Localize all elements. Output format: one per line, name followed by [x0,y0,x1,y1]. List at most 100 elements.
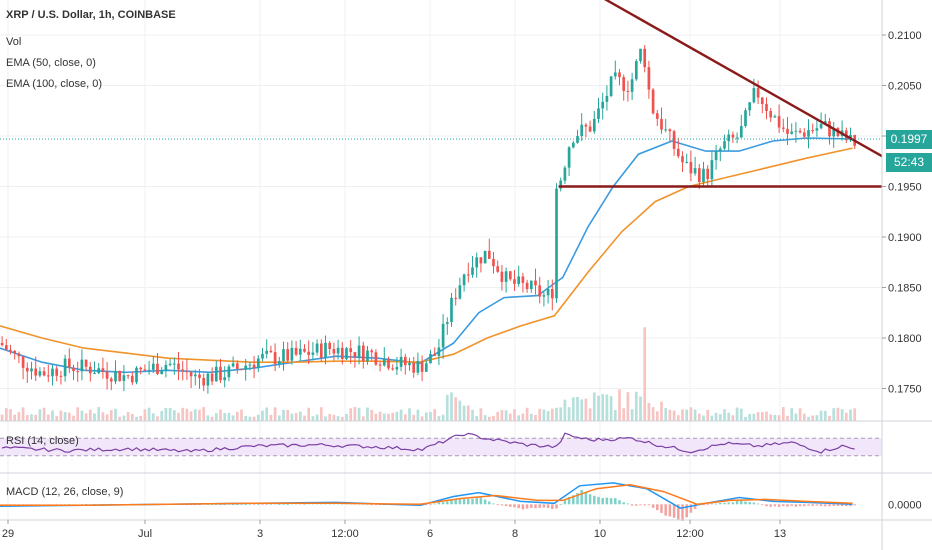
macd-histogram-bar [643,504,646,506]
macd-histogram-bar [824,504,827,507]
macd-histogram-bar [756,503,760,505]
volume-bar [244,415,248,421]
macd-histogram-bar [500,504,504,506]
macd-histogram-bar [735,501,739,505]
volume-bar [660,401,663,421]
candle-body [727,134,731,142]
volume-bar [844,412,848,421]
candle-body [143,369,147,371]
volume-bar [525,407,529,421]
candle-body [160,370,164,375]
macd-histogram-bar [521,504,525,510]
candle-body [59,375,63,377]
time-tick-label: 6 [427,528,433,540]
volume-bar [496,412,500,421]
macd-histogram-bar [458,499,462,505]
volume-bar [487,416,491,421]
ema100-line [0,147,853,364]
macd-histogram-bar [752,502,756,505]
rsi-layer [0,432,882,457]
macd-histogram-bar [723,502,726,505]
candle-body [802,132,806,137]
macd-histogram-bar [840,504,844,507]
macd-histogram-bar [710,503,714,505]
volume-bar [408,408,411,421]
candle-body [25,367,29,372]
macd-signal-line [0,484,853,507]
candle-body [256,358,260,368]
candle-body [240,368,243,370]
macd-histogram-bar [836,504,840,506]
candle-body [13,350,17,354]
candle-body [471,267,474,275]
macd-histogram-bar [504,504,508,507]
volume-bar [17,412,21,421]
volume-bar [298,411,302,421]
volume-bar [584,398,588,421]
volume-bar [76,407,80,421]
macd-histogram-bar [681,504,684,521]
volume-bar [374,413,378,421]
candle-body [496,266,500,272]
macd-histogram-bar [748,502,751,505]
macd-histogram-bar [656,504,659,511]
volume-bar [172,410,176,421]
candle-body [534,280,537,286]
macd-histogram-bar [542,504,546,508]
volume-bar [647,402,651,421]
volume-bar [72,415,75,421]
volume-bar [790,408,794,421]
volume-bar [739,408,743,421]
candle-body [277,361,281,364]
rsi-legend: RSI (14, close) [6,435,79,447]
time-tick-label: 12:00 [676,528,704,540]
volume-bar [88,409,92,421]
candle-body [668,129,672,132]
macd-histogram-bar [761,504,764,506]
volume-bar [823,410,827,421]
volume-bar [655,411,659,421]
candle-body [185,370,189,373]
macd-histogram-bar [668,504,672,517]
volume-bar [836,407,840,421]
macd-histogram-bar [685,504,688,518]
price-tick-label: 0.2100 [888,30,922,42]
volume-bar [580,399,584,421]
candle-body [378,364,382,366]
candle-body [542,295,546,297]
volume-bar [714,412,718,421]
ema100-legend: EMA (100, close, 0) [6,78,102,90]
volume-bar [93,413,96,421]
candle-body [206,373,210,386]
volume-layer [0,327,857,421]
candle-body [286,349,290,361]
candle-body [639,48,642,62]
macd-histogram-bar [626,503,630,505]
candle-body [172,363,176,365]
volume-bar [286,409,290,421]
volume-bar [46,414,50,421]
volume-bar [235,411,239,421]
candle-body [563,167,567,181]
volume-bar [815,415,819,421]
volume-bar [345,413,348,421]
macd-histogram-bar [588,494,592,505]
candle-body [765,104,768,112]
candle-body [697,168,701,183]
volume-bar [450,392,453,421]
macd-histogram-bar [731,502,735,505]
macd-histogram-bar [605,497,609,505]
volume-bar [693,409,697,421]
volume-bar [349,408,353,421]
candle-body [492,258,495,267]
candle-body [559,180,563,189]
volume-bar [315,414,319,421]
candle-body [664,129,668,131]
candle-body [126,375,130,377]
volume-bar [681,409,684,421]
volume-bar [63,412,67,421]
candle-body [412,362,416,373]
volume-bar [181,407,185,421]
volume-bar [567,407,571,421]
